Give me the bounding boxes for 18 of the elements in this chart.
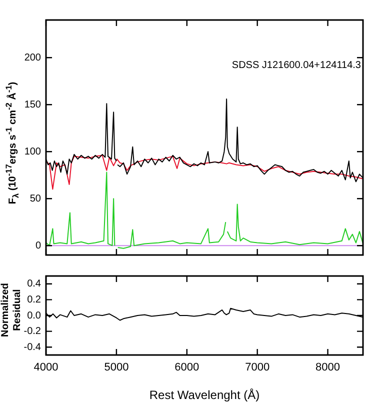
x-tick-label: 6000 — [174, 362, 200, 374]
x-tick-label: 7000 — [245, 362, 270, 374]
y-tick-label: 0.4 — [27, 278, 42, 290]
y-tick-label: 200 — [24, 52, 42, 64]
y-axis-title: Normalized Residual — [0, 283, 24, 337]
x-tick-label: 5000 — [104, 362, 129, 374]
annotation: SDSS J121600.04+124114.3 — [232, 60, 361, 71]
x-axis-title: Rest Wavelenght (Å) — [149, 388, 260, 402]
y-tick-label: 0.2 — [27, 294, 42, 306]
y-tick-label: 100 — [24, 146, 42, 158]
y-tick-label: 50 — [30, 193, 42, 204]
y-tick-label: 150 — [24, 99, 42, 110]
y-tick-label: 0.0 — [27, 310, 42, 322]
y-tick-label: -0.4 — [24, 342, 42, 353]
x-tick-label: 8000 — [316, 362, 340, 374]
x-tick-label: 4000 — [34, 362, 58, 374]
y-tick-label: 0 — [35, 240, 42, 252]
y-tick-label: -0.2 — [24, 326, 42, 338]
